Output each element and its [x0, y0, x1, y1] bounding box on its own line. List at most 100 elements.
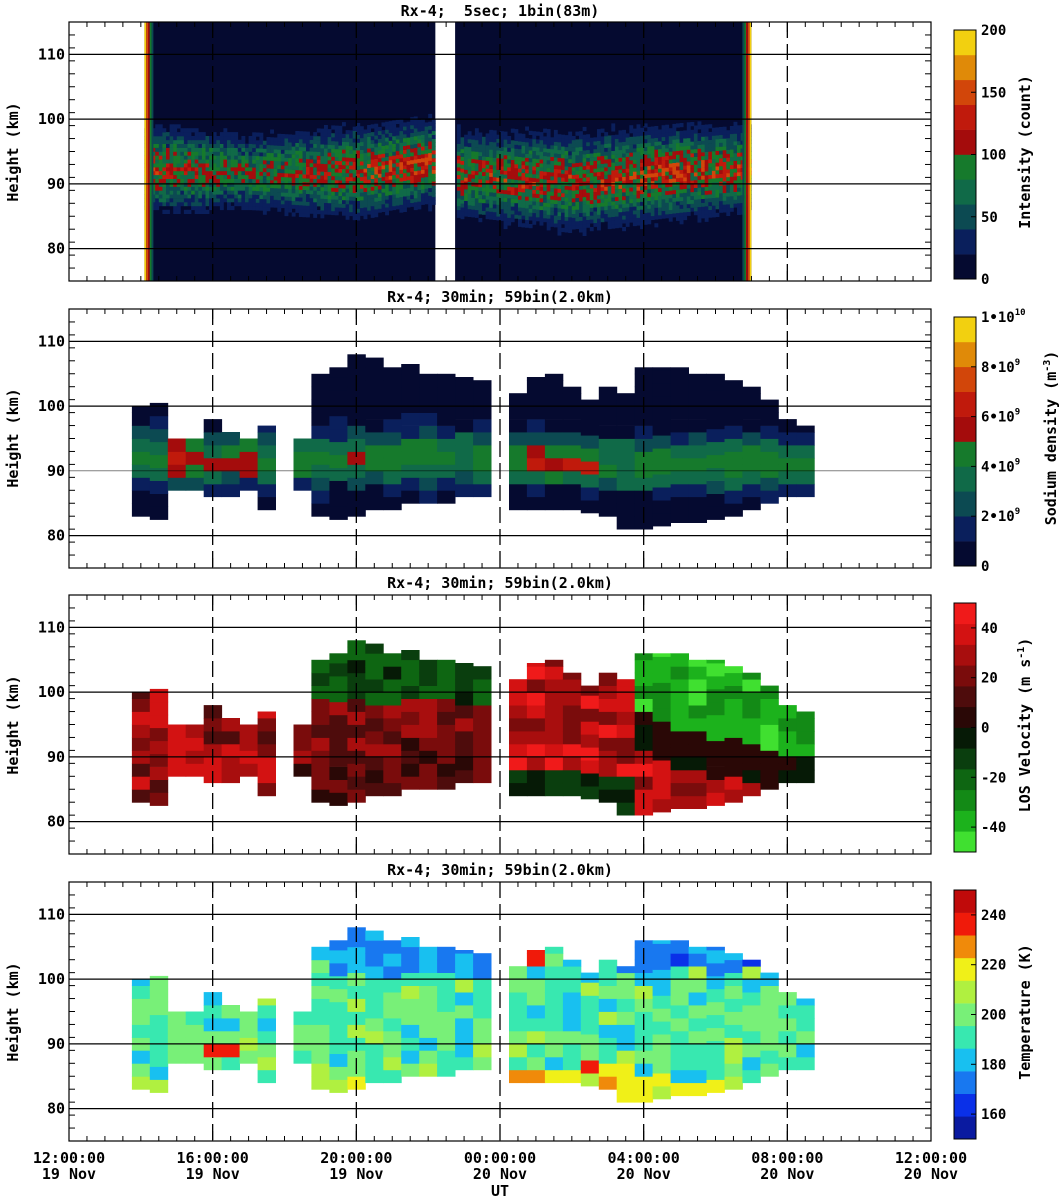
heatmap-cell	[166, 139, 170, 144]
heatmap-cell	[437, 490, 456, 504]
heatmap-cell	[575, 170, 580, 175]
heatmap-cell	[205, 194, 210, 199]
heatmap-cell	[359, 134, 364, 139]
heatmap-cell	[676, 189, 680, 194]
heatmap-cell	[632, 167, 637, 172]
heatmap-cell	[241, 139, 246, 144]
heatmap-cell	[241, 167, 246, 172]
heatmap-cell	[149, 766, 169, 780]
heatmap-cell	[262, 191, 267, 196]
heatmap-cell	[737, 133, 741, 138]
heatmap-cell	[650, 138, 655, 143]
heatmap-cell	[406, 133, 411, 138]
heatmap-cell	[679, 169, 684, 174]
heatmap-cell	[704, 198, 709, 203]
heatmap-cell	[284, 200, 289, 205]
heatmap-cell	[359, 169, 364, 174]
heatmap-cell	[413, 186, 418, 191]
heatmap-cell	[575, 166, 580, 171]
heatmap-cell	[632, 194, 637, 199]
heatmap-cell	[737, 160, 741, 165]
heatmap-cell	[579, 170, 583, 175]
heatmap-cell	[598, 763, 618, 777]
heatmap-cell	[742, 705, 761, 719]
heatmap-cell	[431, 146, 436, 151]
heatmap-cell	[460, 148, 465, 154]
heatmap-cell	[575, 213, 580, 218]
heatmap-cell	[392, 174, 397, 179]
heatmap-cell	[410, 159, 415, 165]
heatmap-cell	[778, 718, 797, 732]
heatmap-cell	[760, 425, 779, 439]
heatmap-cell	[359, 203, 364, 209]
heatmap-cell	[688, 659, 707, 667]
heatmap-cell	[349, 149, 353, 154]
heatmap-cell	[187, 194, 192, 199]
heatmap-cell	[688, 769, 707, 784]
heatmap-cell	[719, 146, 723, 151]
heatmap-cell	[618, 142, 623, 147]
heatmap-cell	[262, 202, 267, 208]
heatmap-cell	[421, 169, 425, 174]
heatmap-cell	[546, 222, 551, 227]
heatmap-cell	[198, 132, 203, 137]
heatmap-cell	[331, 160, 336, 165]
heatmap-cell	[719, 130, 723, 136]
heatmap-cell	[252, 178, 257, 184]
heatmap-cell	[401, 698, 420, 712]
heatmap-cell	[528, 169, 533, 174]
heatmap-cell	[367, 194, 371, 200]
heatmap-cell	[528, 189, 533, 194]
heatmap-cell	[259, 144, 264, 149]
heatmap-cell	[356, 138, 361, 143]
heatmap-cell	[553, 199, 558, 204]
heatmap-cell	[654, 133, 659, 138]
heatmap-cell	[729, 168, 734, 173]
heatmap-cell	[169, 147, 174, 152]
heatmap-cell	[697, 125, 702, 130]
heatmap-cell	[640, 205, 644, 210]
heatmap-cell	[643, 146, 648, 151]
heatmap-cell	[604, 167, 609, 172]
heatmap-cell	[169, 186, 174, 191]
heatmap-cell	[383, 769, 402, 784]
heatmap-cell	[342, 141, 346, 146]
heatmap-cell	[158, 147, 163, 152]
heatmap-cell	[616, 412, 636, 426]
heatmap-cell	[568, 189, 573, 195]
heatmap-cell	[478, 179, 483, 184]
heatmap-cell	[241, 136, 246, 141]
heatmap-cell	[670, 380, 689, 394]
heatmap-cell	[259, 159, 264, 165]
heatmap-cell	[598, 672, 618, 686]
heatmap-cell	[234, 186, 239, 191]
heatmap-cell	[582, 138, 587, 143]
heatmap-cell	[579, 135, 583, 140]
heatmap-cell	[365, 380, 384, 394]
heatmap-cell	[288, 153, 292, 159]
heatmap-cell	[722, 169, 727, 174]
heatmap-cell	[185, 763, 205, 777]
heatmap-cell	[419, 776, 438, 790]
heatmap-cell	[571, 205, 576, 211]
heatmap-cell	[183, 136, 188, 141]
heatmap-cell	[564, 208, 569, 214]
heatmap-cell	[158, 128, 163, 133]
heatmap-cell	[370, 205, 375, 211]
heatmap-cell	[293, 1050, 312, 1064]
heatmap-cell	[365, 393, 384, 407]
heatmap-cell	[311, 737, 330, 751]
heatmap-cell	[507, 159, 512, 164]
heatmap-cell	[507, 213, 512, 218]
heatmap-cell	[704, 147, 709, 152]
heatmap-cell	[553, 149, 558, 154]
heatmap-cell	[311, 724, 330, 738]
heatmap-cell	[209, 147, 213, 152]
heatmap-cell	[399, 196, 404, 201]
heatmap-cell	[306, 186, 310, 191]
heatmap-cell	[270, 160, 274, 165]
heatmap-cell	[464, 173, 468, 178]
heatmap-cell	[166, 209, 170, 214]
heatmap-cell	[500, 162, 504, 167]
heatmap-cell	[324, 136, 328, 141]
